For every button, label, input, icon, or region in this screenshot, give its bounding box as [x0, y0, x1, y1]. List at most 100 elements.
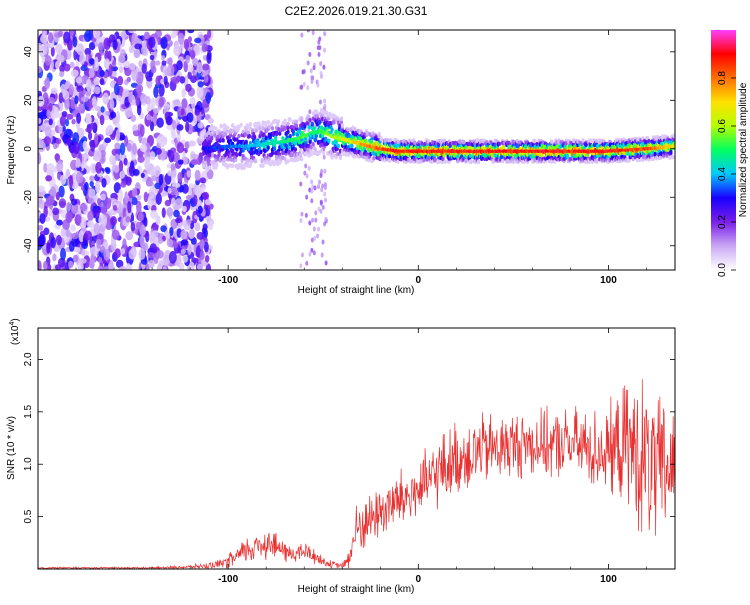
- spectrogram-cell: [323, 31, 327, 37]
- spectrogram-cell: [106, 197, 112, 204]
- spectrogram-cell: [508, 144, 512, 150]
- spectrogram-cell: [308, 220, 312, 226]
- spectrogram-cell: [172, 30, 177, 37]
- spectrogram-cell: [239, 122, 243, 128]
- spectrogram-cell: [130, 221, 136, 232]
- spectrogram-cell: [135, 95, 140, 107]
- spectrogram-cell: [182, 254, 189, 263]
- spectrogram-cell: [137, 155, 145, 163]
- spectrogram-cell: [275, 156, 279, 161]
- spectrogram-cell: [389, 138, 393, 143]
- spectrogram-cell: [110, 216, 118, 226]
- colorbar-tick-label: 0.6: [717, 119, 728, 133]
- spectrogram-cell: [65, 229, 71, 238]
- spectrogram-cell: [62, 90, 70, 100]
- spectrogram-cell: [310, 247, 314, 253]
- spectrogram-cell: [74, 214, 82, 226]
- spectrogram-cell: [163, 254, 171, 267]
- spectrogram-cell: [286, 159, 290, 164]
- spectrogram-cell: [315, 114, 320, 119]
- spectrogram-cell: [52, 207, 60, 216]
- spectrogram-cell: [183, 60, 188, 73]
- spectrogram-cell: [242, 165, 246, 170]
- spectrogram-cell: [197, 81, 204, 88]
- spectrogram-cell: [80, 96, 89, 102]
- spectrogram-cell: [294, 119, 299, 124]
- spectrogram-cell: [63, 31, 71, 44]
- spectrogram-cell: [78, 258, 87, 264]
- spectrogram-cell: [162, 190, 168, 197]
- spectrogram-cell: [93, 86, 101, 95]
- spectrogram-cell: [244, 139, 248, 145]
- colorbar-tick-label: 0.8: [717, 71, 728, 85]
- spectrogram-cell: [286, 121, 290, 127]
- spectrogram-cell: [86, 221, 92, 228]
- spectrogram-cell: [105, 167, 111, 175]
- spectrogram-cell: [53, 106, 60, 119]
- spectrogram-cell: [176, 124, 184, 131]
- spectrogram-cell: [214, 126, 218, 131]
- spectrogram-y-axis-label: Frequency (Hz): [6, 116, 17, 185]
- spectrogram-cell: [243, 132, 247, 137]
- spectrogram-cell: [154, 182, 161, 190]
- spectrogram-cell: [194, 169, 201, 182]
- spectrogram-cell: [319, 61, 323, 67]
- spectrogram-cell: [310, 179, 314, 185]
- spectrogram-cell: [314, 210, 318, 216]
- spectrogram-cell: [153, 107, 160, 114]
- spectrogram-cell: [332, 120, 336, 125]
- spectrogram-cell: [46, 163, 55, 170]
- spectrogram-cell: [38, 117, 42, 125]
- spectrogram-cell: [44, 126, 52, 138]
- spectrogram-cell: [299, 181, 303, 187]
- spectrogram-cell: [293, 147, 298, 152]
- spectrogram-cell: [179, 262, 185, 270]
- spectrogram-cell: [669, 149, 673, 155]
- spectrogram-cell: [46, 109, 51, 119]
- spectrogram-cell: [128, 45, 134, 54]
- spectrogram-cell: [158, 97, 165, 108]
- spectrogram-cell: [320, 73, 324, 79]
- spectrogram-cell: [105, 110, 110, 116]
- spectrogram-cell: [305, 260, 309, 266]
- spectrogram-cell: [533, 139, 537, 144]
- spectrogram-cell: [302, 69, 306, 75]
- spectrogram-cell: [302, 81, 306, 87]
- spectrogram-cell: [38, 111, 46, 119]
- spectrogram-cell: [262, 132, 266, 137]
- spectrogram-cell: [137, 212, 144, 222]
- spectrogram-cell: [360, 131, 364, 137]
- spectrogram-cell: [89, 58, 95, 65]
- spectrogram-cell: [317, 39, 321, 45]
- spectrogram-cell: [186, 170, 192, 178]
- spectrogram-cell: [173, 241, 179, 249]
- spectrogram-cell: [299, 84, 303, 90]
- spectrogram-x-tick-label: 0: [416, 275, 422, 286]
- spectrogram-cell: [550, 139, 554, 144]
- spectrogram-cell: [95, 161, 102, 174]
- spectrogram-cell: [199, 250, 205, 261]
- spectrogram-cell: [196, 263, 204, 270]
- spectrogram-cell: [310, 79, 314, 85]
- spectrogram-cell: [299, 263, 303, 269]
- spectrogram-cell: [207, 117, 214, 124]
- spectrogram-cell: [103, 37, 111, 50]
- spectrogram-cell: [149, 54, 155, 61]
- spectrogram-cell: [313, 137, 317, 143]
- spectrogram-cell: [126, 76, 131, 83]
- spectrogram-cell: [493, 153, 497, 158]
- spectrogram-cell: [299, 152, 303, 157]
- spectrogram-cell: [322, 64, 326, 70]
- spectrogram-cell: [101, 214, 108, 227]
- spectrogram-cell: [340, 133, 345, 138]
- spectrogram-cell: [94, 132, 99, 145]
- snr-x-tick-label: 100: [600, 574, 617, 585]
- spectrogram-cell: [50, 236, 57, 249]
- spectrogram-cell: [111, 229, 120, 241]
- spectrogram-cell: [266, 145, 270, 150]
- spectrogram-cell: [180, 239, 189, 246]
- spectrogram-y-tick-label: -40: [23, 238, 34, 253]
- spectrogram-cell: [65, 168, 71, 179]
- spectrogram-cell: [157, 238, 164, 244]
- colorbar: 0.00.20.40.60.8 Normalized spectral ampl…: [711, 30, 749, 277]
